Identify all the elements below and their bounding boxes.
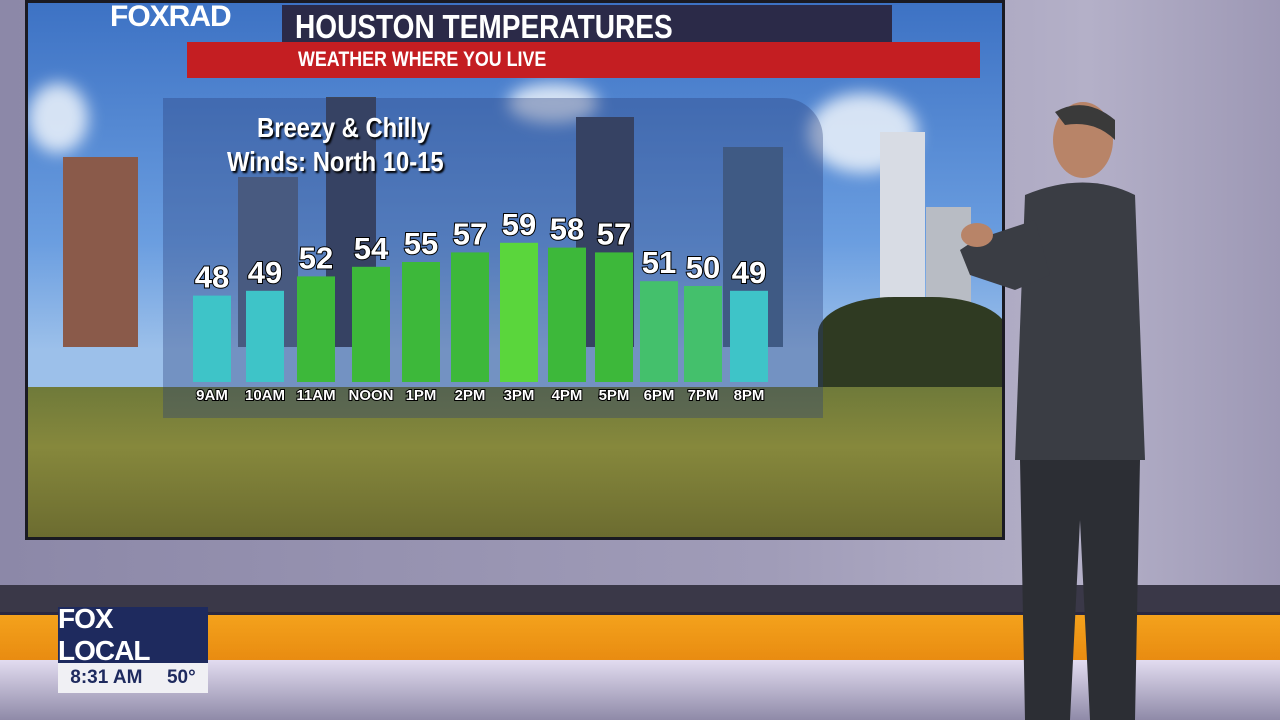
hour-label: 1PM (406, 387, 437, 404)
temperature-value-label: 52 (299, 240, 333, 275)
hour-label: NOON (349, 387, 394, 404)
temperature-value-label: 55 (404, 226, 438, 261)
temperature-value-label: 57 (453, 216, 487, 251)
subtitle-bar (187, 42, 980, 78)
temperature-bar (548, 247, 586, 382)
temperature-value-label: 59 (502, 207, 536, 242)
foxrad-logo: FOXRAD (110, 0, 232, 33)
temperature-bar (730, 290, 768, 382)
hour-label: 11AM (296, 387, 335, 404)
temperature-bar (595, 252, 633, 382)
wind-note: Winds: North 10-15 (227, 146, 444, 177)
temperature-bar (500, 242, 538, 382)
hour-label: 9AM (196, 387, 228, 404)
temperature-bar (451, 252, 489, 382)
temperature-bar (193, 295, 231, 382)
station-bug: FOX LOCAL 8:31 AM 50° (58, 603, 208, 695)
temperature-value-label: 51 (642, 245, 676, 280)
clock-time: 8:31 AM (70, 667, 143, 688)
current-temperature: 50° (166, 667, 196, 688)
temperature-value-label: 48 (195, 260, 229, 295)
hour-label: 6PM (644, 387, 675, 404)
hour-label: 8PM (734, 387, 765, 404)
temperature-value-label: 54 (354, 231, 389, 266)
graphic-title: HOUSTON TEMPERATURES (295, 8, 673, 45)
temperature-bar (246, 290, 284, 382)
temperature-value-label: 49 (732, 255, 766, 290)
hour-label: 4PM (552, 387, 583, 404)
hour-label: 5PM (599, 387, 630, 404)
building (63, 157, 138, 347)
temperature-bar (297, 276, 335, 382)
temperature-bar (402, 262, 440, 382)
cloud (28, 83, 88, 153)
cloud (508, 83, 598, 123)
temperature-bar (352, 266, 390, 382)
condition-note: Breezy & Chilly (257, 112, 431, 143)
hour-label: 3PM (504, 387, 535, 404)
trees (818, 297, 1002, 387)
hour-label: 10AM (245, 387, 285, 404)
hour-label: 7PM (688, 387, 719, 404)
temperature-bar (640, 281, 678, 382)
temperature-bar (684, 286, 722, 382)
graphic-subtitle: WEATHER WHERE YOU LIVE (298, 48, 547, 71)
temperature-value-label: 58 (550, 212, 584, 247)
fox-local-logo: FOX LOCAL (58, 603, 208, 666)
grass-field (28, 387, 1002, 537)
temperature-value-label: 57 (597, 216, 631, 251)
temperature-value-label: 49 (248, 255, 282, 290)
presenter (960, 102, 1145, 720)
hour-label: 2PM (455, 387, 486, 404)
temperature-value-label: 50 (686, 250, 720, 285)
